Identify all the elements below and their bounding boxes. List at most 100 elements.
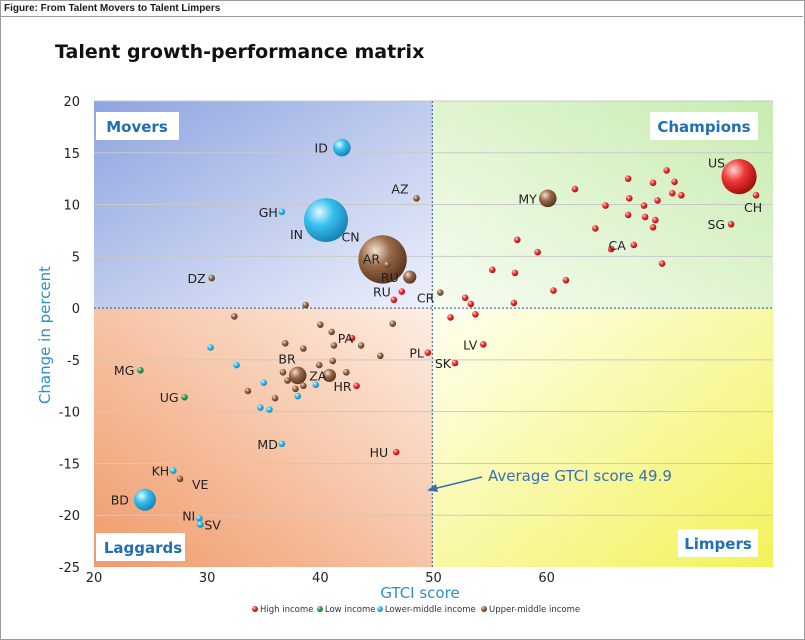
point-label: RU [373, 285, 391, 300]
data-point [244, 387, 252, 395]
x-tick-label: 20 [86, 571, 103, 586]
data-point [624, 175, 632, 182]
data-point [511, 269, 519, 277]
data-point [668, 189, 676, 197]
data-point [377, 352, 384, 360]
point-label: HR [333, 379, 351, 394]
y-tick-label: -20 [59, 509, 80, 524]
data-point [489, 266, 496, 274]
point-label: LV [463, 337, 478, 352]
point-label: CR [417, 291, 435, 306]
data-point [592, 225, 599, 232]
legend-entry: Lower-middle income [385, 605, 476, 615]
data-point [571, 185, 579, 193]
quadrant-label-limpers: Limpers [678, 529, 758, 557]
chart-title: Talent growth-performance matrix [55, 41, 425, 63]
point-label: MG [114, 363, 134, 378]
y-tick-label: 10 [63, 199, 80, 214]
data-point [671, 178, 678, 186]
point-label: AZ [391, 181, 408, 196]
point-label: US [708, 156, 725, 171]
data-point [678, 191, 685, 199]
x-tick-label: 40 [312, 571, 329, 586]
data-point-gh [278, 208, 286, 216]
data-point [649, 179, 657, 187]
quadrant-label-text: Champions [657, 118, 750, 136]
data-point-kh [169, 467, 177, 474]
point-label: PL [409, 346, 424, 361]
point-label: MD [257, 437, 277, 452]
y-tick-label: 5 [72, 250, 80, 265]
data-point [624, 211, 632, 219]
y-tick-label: -10 [59, 406, 80, 421]
data-point [663, 167, 670, 174]
y-tick-label: -5 [67, 354, 80, 369]
data-point [329, 357, 337, 365]
data-point [513, 236, 521, 244]
average-annotation: Average GTCI score 49.9 [427, 467, 672, 492]
y-tick-label: -25 [59, 561, 80, 576]
legend: High income Low income Lower-middle income… [252, 605, 580, 615]
data-point-lv [479, 341, 487, 348]
data-point-ni [195, 515, 203, 522]
data-point [390, 296, 398, 304]
data-point-pa [348, 334, 356, 342]
data-point [271, 394, 279, 402]
data-point [300, 345, 307, 352]
quadrant-label-text: Laggards [104, 539, 182, 557]
data-point [654, 197, 661, 204]
point-label: CH [744, 200, 762, 215]
data-point [649, 224, 657, 231]
data-point [281, 340, 289, 347]
y-tick-label: -15 [59, 457, 80, 472]
legend-marker [481, 606, 487, 612]
data-point-ar [383, 261, 391, 268]
quadrant-label-box [650, 112, 758, 140]
data-point [312, 381, 320, 389]
point-label: NI [182, 508, 195, 523]
point-label: KH [152, 464, 170, 479]
data-point [233, 361, 240, 369]
point-label: CN [341, 229, 359, 244]
point-label: GH [259, 205, 278, 220]
legend-entry: Low income [325, 605, 376, 615]
data-point-mg [137, 366, 144, 374]
data-point-sk [451, 359, 459, 367]
y-tick-label: 0 [72, 302, 80, 317]
legend-entry: Upper-middle income [489, 605, 580, 615]
legend-marker [316, 606, 323, 612]
point-label: UG [160, 390, 179, 405]
data-point-ve [176, 475, 184, 483]
data-point [510, 299, 518, 307]
point-label: HU [370, 445, 389, 460]
point-label: CA [609, 238, 627, 253]
data-point [357, 342, 365, 349]
data-point-ca [630, 241, 638, 249]
x-tick-label: 30 [199, 571, 216, 586]
quadrant-label-text: Limpers [684, 535, 752, 553]
data-point [607, 245, 615, 253]
data-point-hu [392, 448, 400, 456]
point-label: ZA [309, 368, 327, 383]
data-point-az [413, 195, 420, 202]
annotation-arrow-head [427, 484, 438, 492]
data-point [207, 344, 214, 351]
point-label: AR [363, 252, 381, 267]
point-label: SK [435, 356, 452, 371]
data-point [302, 301, 309, 309]
legend-marker [376, 606, 383, 612]
data-point [315, 361, 323, 369]
data-point-br [288, 366, 307, 385]
data-point [461, 294, 469, 302]
data-point-us [721, 158, 757, 195]
data-point-ug [181, 393, 188, 401]
data-point-sv [197, 521, 204, 528]
point-label: BD [111, 493, 129, 508]
quadrant-label-champions: Champions [650, 112, 758, 140]
figure-caption: Figure: From Talent Movers to Talent Lim… [4, 3, 221, 14]
data-point [257, 404, 264, 411]
data-point-my [538, 189, 557, 208]
data-point-id [333, 138, 351, 157]
x-tick-label: 60 [538, 571, 555, 586]
legend-marker [252, 606, 258, 612]
